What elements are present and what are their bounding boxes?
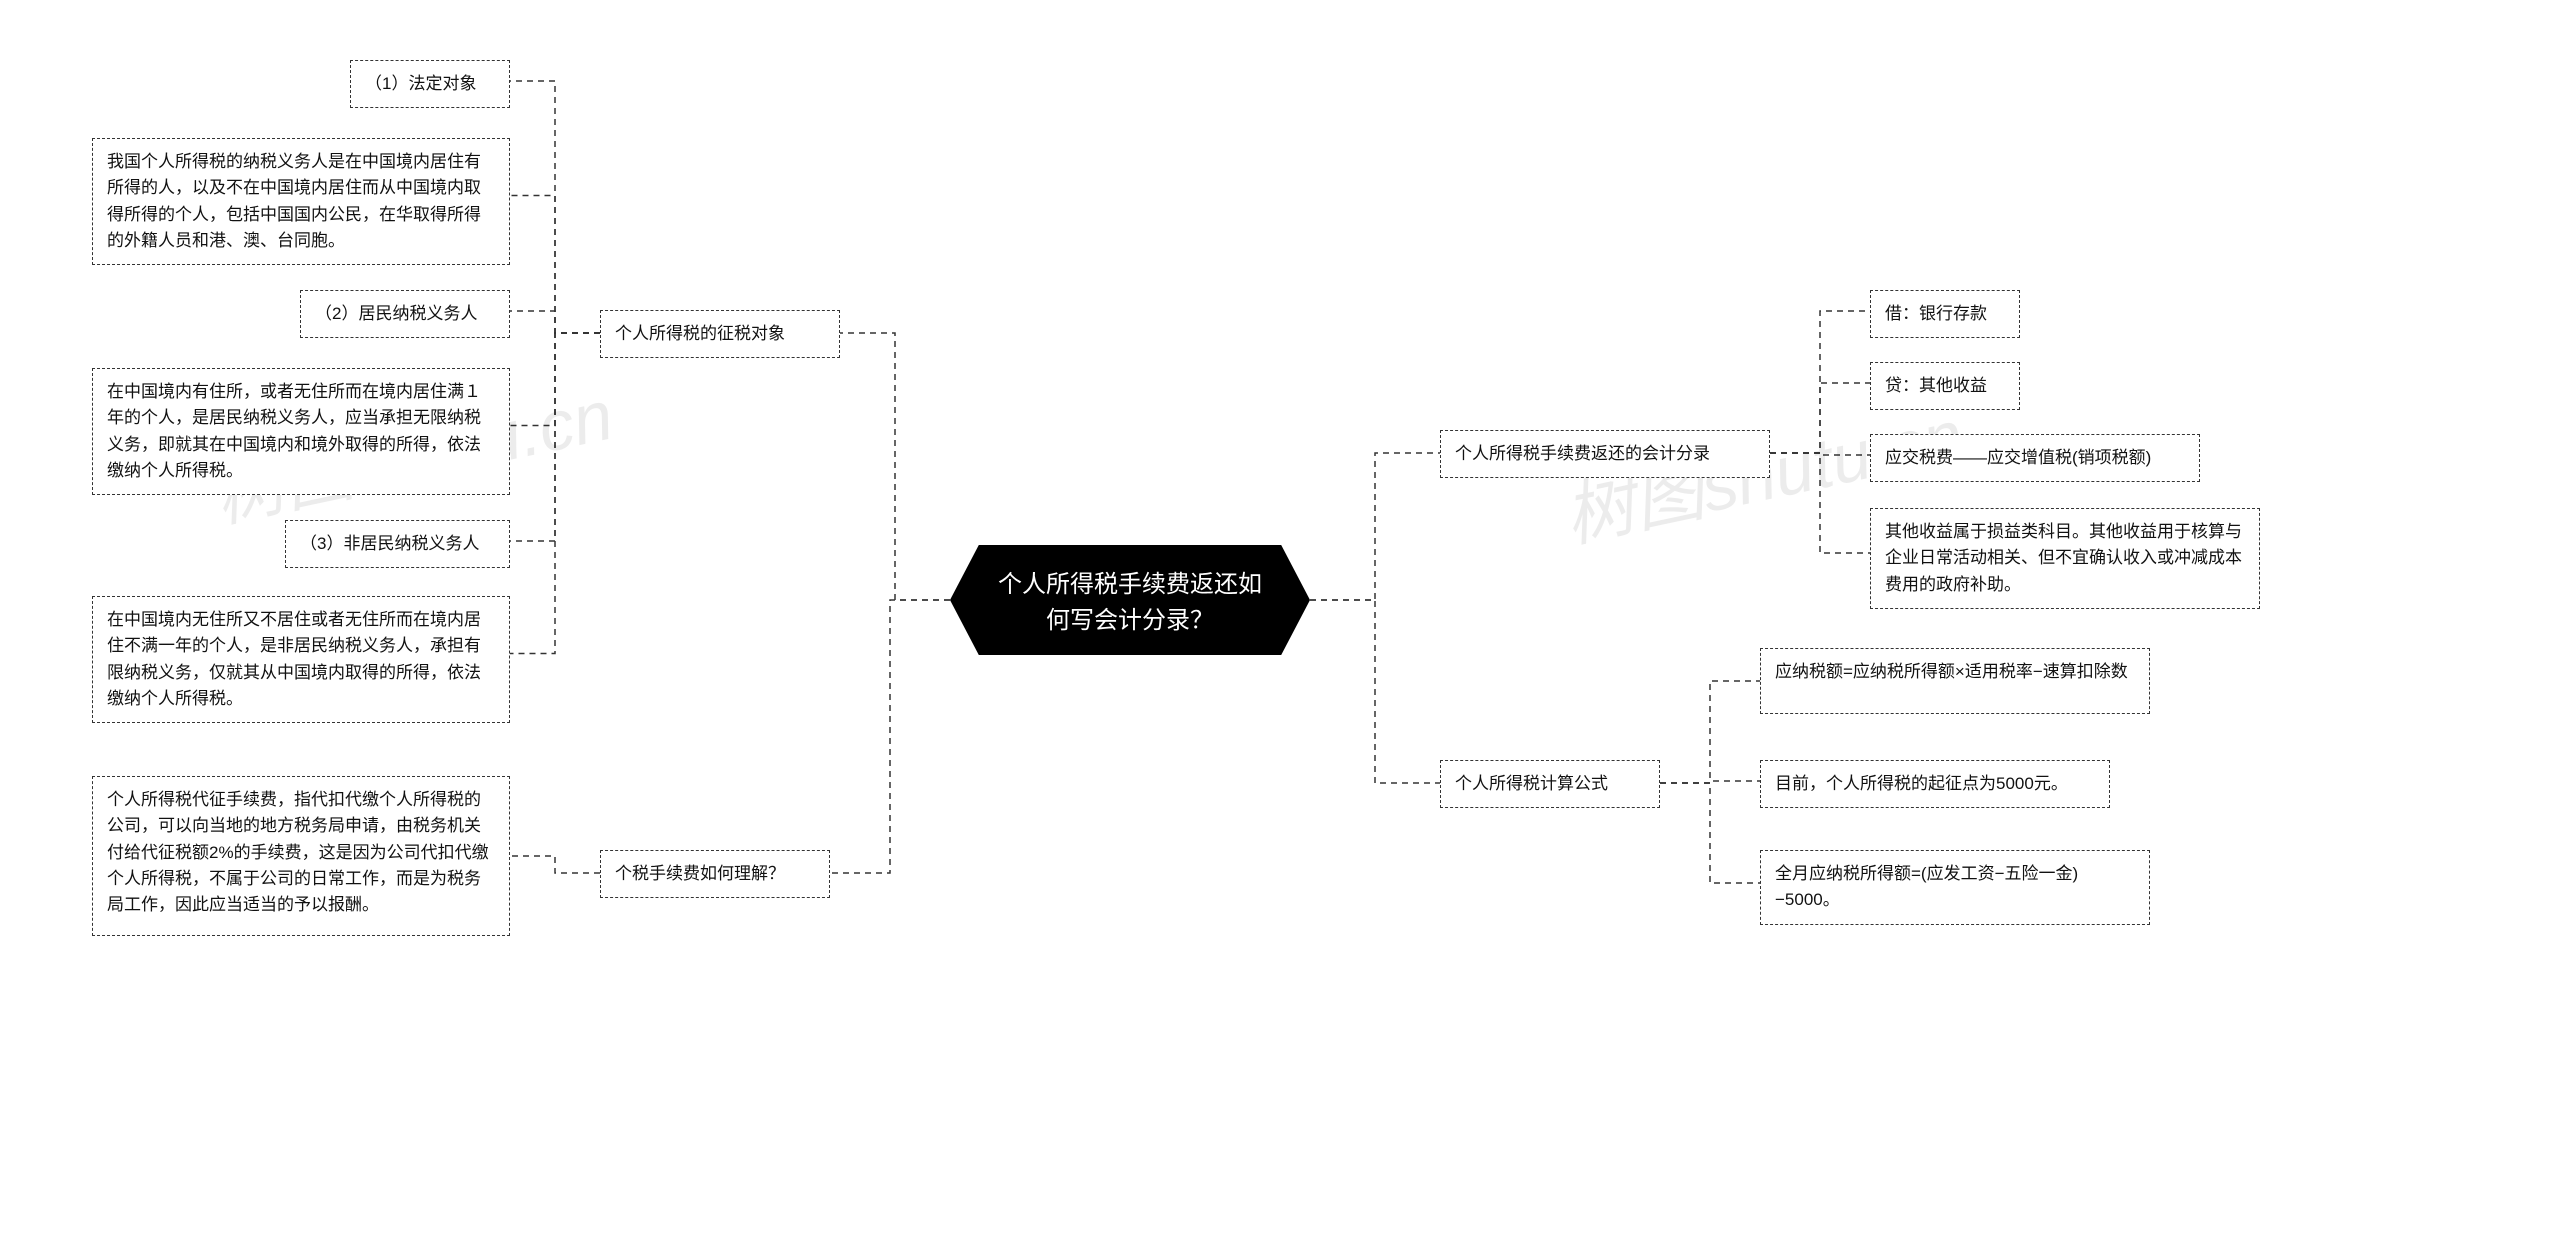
branch-node: 个人所得税手续费返还的会计分录 [1440, 430, 1770, 478]
leaf-node: （3）非居民纳税义务人 [285, 520, 510, 568]
leaf-node: 个人所得税代征手续费，指代扣代缴个人所得税的公司，可以向当地的地方税务局申请，由… [92, 776, 510, 936]
root-node: 个人所得税手续费返还如何写会计分录？ [950, 545, 1310, 655]
leaf-node: 全月应纳税所得额=(应发工资−五险一金)−5000。 [1760, 850, 2150, 925]
leaf-node: 目前，个人所得税的起征点为5000元。 [1760, 760, 2110, 808]
leaf-node: 我国个人所得税的纳税义务人是在中国境内居住有所得的人，以及不在中国境内居住而从中… [92, 138, 510, 265]
leaf-node: 借：银行存款 [1870, 290, 2020, 338]
leaf-node: 在中国境内无住所又不居住或者无住所而在境内居住不满一年的个人，是非居民纳税义务人… [92, 596, 510, 723]
leaf-node: 其他收益属于损益类科目。其他收益用于核算与企业日常活动相关、但不宜确认收入或冲减… [1870, 508, 2260, 609]
branch-node: 个人所得税计算公式 [1440, 760, 1660, 808]
leaf-node: （1）法定对象 [350, 60, 510, 108]
branch-node: 个税手续费如何理解？ [600, 850, 830, 898]
leaf-node: 应纳税额=应纳税所得额×适用税率−速算扣除数 [1760, 648, 2150, 714]
leaf-node: 应交税费——应交增值税(销项税额) [1870, 434, 2200, 482]
leaf-node: （2）居民纳税义务人 [300, 290, 510, 338]
leaf-node: 在中国境内有住所，或者无住所而在境内居住满１年的个人，是居民纳税义务人，应当承担… [92, 368, 510, 495]
branch-node: 个人所得税的征税对象 [600, 310, 840, 358]
leaf-node: 贷：其他收益 [1870, 362, 2020, 410]
